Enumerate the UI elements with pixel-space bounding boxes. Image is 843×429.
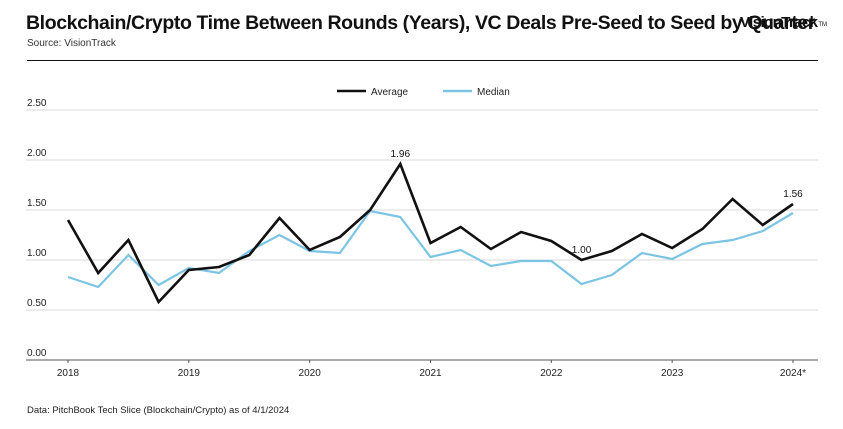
data-labels: 1.96 1.00 1.56 <box>391 149 804 256</box>
legend: Average Median <box>337 87 510 98</box>
series-line-median <box>67 209 794 289</box>
y-tick-label: 2.50 <box>27 98 47 109</box>
legend-average-label: Average <box>371 87 409 98</box>
data-label: 1.00 <box>572 245 592 256</box>
x-tick-label: 2023 <box>661 368 684 379</box>
data-footnote: Data: PitchBook Tech Slice (Blockchain/C… <box>27 405 290 416</box>
x-tick-label: 2020 <box>299 368 322 379</box>
x-tick-label: 2022 <box>540 368 563 379</box>
series-line-average <box>66 161 794 305</box>
y-axis-ticks: 0.00 0.50 1.00 1.50 2.00 2.50 <box>27 98 47 359</box>
brand-trademark: TM <box>818 22 828 28</box>
data-label: 1.96 <box>391 149 411 160</box>
y-tick-label: 0.50 <box>27 298 47 309</box>
y-tick-label: 0.00 <box>27 348 47 359</box>
y-tick-label: 1.00 <box>27 248 47 259</box>
legend-median-label: Median <box>477 87 510 98</box>
series-lines <box>66 161 794 305</box>
x-tick-label: 2018 <box>57 368 80 379</box>
x-tick-label: 2021 <box>419 368 442 379</box>
header-rule <box>27 60 818 61</box>
brand-logo: VisionTrackTM <box>740 14 827 31</box>
gridlines <box>26 109 818 361</box>
x-tick-label: 2019 <box>178 368 201 379</box>
x-tick-label: 2024* <box>780 368 806 379</box>
data-label: 1.56 <box>783 189 803 200</box>
chart-source: Source: VisionTrack <box>27 38 116 49</box>
x-axis-ticks: 2018 2019 2020 2021 2022 2023 2024* <box>57 360 806 379</box>
brand-name: VisionTrack <box>740 14 818 31</box>
y-tick-label: 1.50 <box>27 198 47 209</box>
y-tick-label: 2.00 <box>27 148 47 159</box>
chart-title: Blockchain/Crypto Time Between Rounds (Y… <box>26 12 815 34</box>
